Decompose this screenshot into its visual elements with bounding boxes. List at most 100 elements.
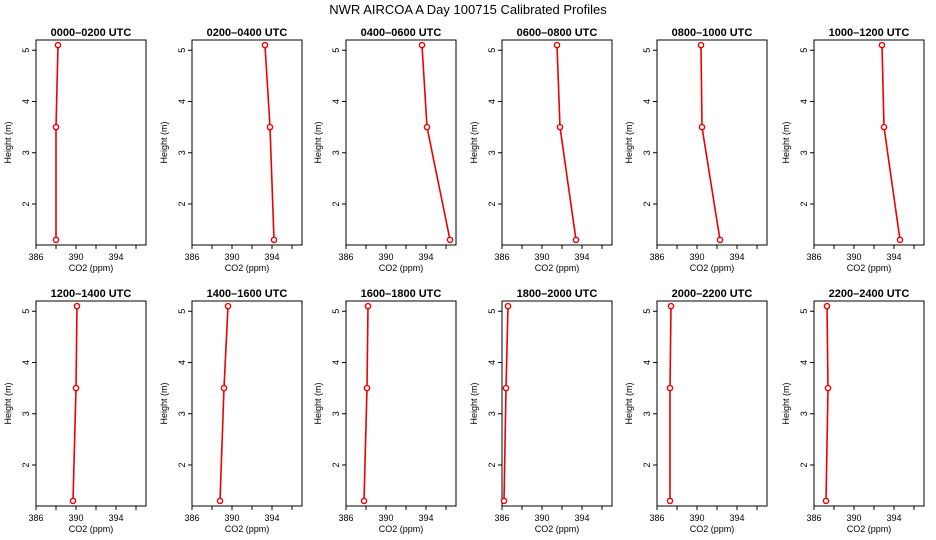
y-tick-label: 2 — [642, 201, 652, 206]
data-point — [880, 123, 888, 131]
plot-frame — [656, 39, 768, 246]
plot-frame — [501, 39, 613, 246]
panel-title: 0400–0600 UTC — [361, 27, 442, 39]
y-tick-label: 5 — [177, 309, 187, 314]
data-point — [270, 236, 278, 244]
y-tick-label: 3 — [642, 150, 652, 155]
plot-frame — [35, 300, 147, 507]
y-tick-label: 3 — [642, 411, 652, 416]
y-tick-label: 3 — [177, 150, 187, 155]
panel-title: 1400–1600 UTC — [207, 288, 288, 300]
data-point — [878, 41, 886, 49]
plot-frame — [813, 39, 925, 246]
panel-title: 1200–1400 UTC — [51, 288, 132, 300]
y-tick-label: 3 — [177, 411, 187, 416]
y-tick-label: 4 — [21, 360, 31, 365]
y-tick-label: 2 — [799, 201, 809, 206]
x-tick-label: 386 — [338, 513, 353, 523]
profile-line — [825, 306, 829, 501]
panel-4: 0800–1000 UTC 386 390 394 2 3 4 5 CO2 (ppm) Heigh… — [624, 27, 768, 273]
x-tick-label: 394 — [729, 513, 744, 523]
y-tick-label: 3 — [799, 150, 809, 155]
panel-11: 2200–2400 UTC 386 390 394 2 3 4 5 CO2 (ppm) Heigh… — [781, 288, 925, 534]
y-tick-label: 4 — [799, 99, 809, 104]
y-tick-label: 3 — [331, 411, 341, 416]
data-point — [572, 236, 580, 244]
plot-frame — [191, 300, 303, 507]
plot-frame — [813, 300, 925, 507]
panel-1: 0200–0400 UTC 386 390 394 2 3 4 5 CO2 (ppm) Heigh… — [159, 27, 303, 273]
y-tick-label: 3 — [21, 411, 31, 416]
x-tick-label: 390 — [534, 252, 549, 262]
y-tick-label: 4 — [331, 360, 341, 365]
panel-title: 0600–0800 UTC — [517, 27, 598, 39]
x-tick-label: 394 — [108, 513, 123, 523]
figure-title: NWR AIRCOA A Day 100715 Calibrated Profi… — [329, 2, 607, 17]
y-tick-label: 2 — [331, 201, 341, 206]
y-tick-label: 2 — [21, 201, 31, 206]
y-tick-label: 5 — [21, 309, 31, 314]
panel-7: 1400–1600 UTC 386 390 394 2 3 4 5 CO2 (ppm) Heigh… — [159, 288, 303, 534]
x-axis-label: CO2 (ppm) — [535, 524, 580, 534]
data-point — [504, 302, 512, 310]
x-tick-label: 394 — [418, 252, 433, 262]
data-point — [666, 497, 674, 505]
y-axis-label: Height (m) — [3, 382, 13, 424]
data-point — [72, 384, 80, 392]
y-tick-label: 5 — [331, 48, 341, 53]
x-axis-label: CO2 (ppm) — [379, 263, 424, 273]
x-tick-label: 386 — [28, 513, 43, 523]
data-point — [266, 123, 274, 131]
x-tick-label: 390 — [846, 513, 861, 523]
panel-title: 0800–1000 UTC — [672, 27, 753, 39]
profile-line — [881, 45, 901, 240]
data-point — [716, 236, 724, 244]
data-point — [667, 302, 675, 310]
data-point — [822, 497, 830, 505]
x-tick-label: 386 — [184, 513, 199, 523]
x-tick-label: 394 — [886, 513, 901, 523]
data-point — [224, 302, 232, 310]
panel-title: 0000–0200 UTC — [51, 27, 132, 39]
panel-3: 0600–0800 UTC 386 390 394 2 3 4 5 CO2 (ppm) Heigh… — [469, 27, 613, 273]
x-tick-label: 390 — [846, 252, 861, 262]
y-tick-label: 4 — [177, 99, 187, 104]
y-axis-label: Height (m) — [469, 121, 479, 163]
y-tick-label: 3 — [21, 150, 31, 155]
y-tick-label: 4 — [487, 360, 497, 365]
y-tick-label: 4 — [331, 99, 341, 104]
plot-frame — [345, 300, 457, 507]
x-tick-label: 386 — [338, 252, 353, 262]
panel-title: 1000–1200 UTC — [829, 27, 910, 39]
data-point — [556, 123, 564, 131]
x-axis-label: CO2 (ppm) — [690, 263, 735, 273]
x-tick-label: 394 — [264, 513, 279, 523]
x-tick-label: 386 — [649, 513, 664, 523]
plot-frame — [501, 300, 613, 507]
y-tick-label: 3 — [487, 150, 497, 155]
x-tick-label: 390 — [224, 252, 239, 262]
y-axis-label: Height (m) — [313, 382, 323, 424]
panel-title: 2200–2400 UTC — [829, 288, 910, 300]
profile-line — [219, 306, 229, 501]
panel-10: 2000–2200 UTC 386 390 394 2 3 4 5 CO2 (ppm) Heigh… — [624, 288, 768, 534]
y-tick-label: 5 — [642, 309, 652, 314]
x-tick-label: 386 — [28, 252, 43, 262]
profile-line — [556, 45, 577, 240]
data-point — [69, 497, 77, 505]
y-axis-label: Height (m) — [781, 382, 791, 424]
data-point — [824, 384, 832, 392]
x-tick-label: 394 — [574, 513, 589, 523]
profile-line — [55, 45, 59, 240]
y-axis-label: Height (m) — [159, 121, 169, 163]
x-tick-label: 394 — [574, 252, 589, 262]
profile-line — [363, 306, 369, 501]
y-tick-label: 5 — [487, 309, 497, 314]
panel-6: 1200–1400 UTC 386 390 394 2 3 4 5 CO2 (ppm) Heigh… — [3, 288, 147, 534]
y-axis-label: Height (m) — [781, 121, 791, 163]
x-tick-label: 386 — [806, 513, 821, 523]
y-tick-label: 5 — [177, 48, 187, 53]
data-point — [423, 123, 431, 131]
x-tick-label: 394 — [418, 513, 433, 523]
